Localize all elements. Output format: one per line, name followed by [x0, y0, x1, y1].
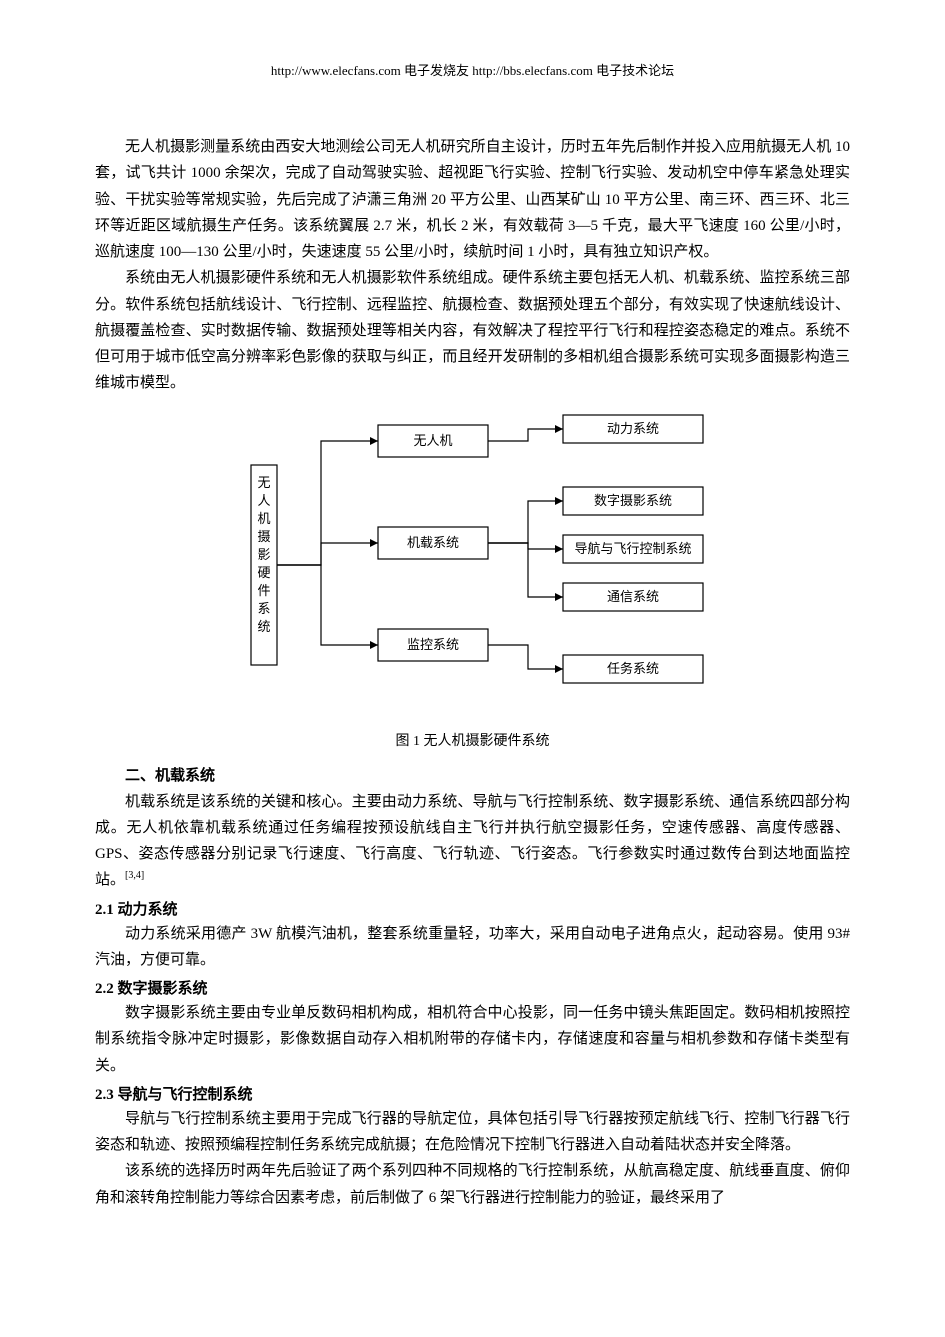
section-2-2-num: 2.2	[95, 981, 114, 997]
hardware-system-flowchart: 无人机摄影硬件系统 无人机机载系统监控系统 动力系统数字摄影系统导航与飞行控制系统通…	[233, 407, 713, 717]
svg-text:通信系统: 通信系统	[606, 588, 658, 603]
header-link-2-label: 电子技术论坛	[596, 63, 674, 78]
section-2-1-num: 2.1	[95, 902, 114, 918]
paragraph-2: 系统由无人机摄影硬件系统和无人机摄影软件系统组成。硬件系统主要包括无人机、机载系…	[95, 265, 850, 396]
section-2-1-label: 动力系统	[118, 902, 178, 918]
header-links: http://www.elecfans.com 电子发烧友 http://bbs…	[95, 60, 850, 79]
document-page: http://www.elecfans.com 电子发烧友 http://bbs…	[0, 0, 945, 1251]
header-link-2-url[interactable]: http://bbs.elecfans.com	[472, 63, 593, 78]
section-2-2-title: 2.2 数字摄影系统	[95, 977, 850, 998]
svg-text:机载系统: 机载系统	[406, 534, 458, 549]
section-2-3-body-1: 导航与飞行控制系统主要用于完成飞行器的导航定位，具体包括引导飞行器按预定航线飞行…	[95, 1106, 850, 1159]
section-2-2-body: 数字摄影系统主要由专业单反数码相机构成，相机符合中心投影，同一任务中镜头焦距固定…	[95, 1000, 850, 1079]
figure-1-diagram: 无人机摄影硬件系统 无人机机载系统监控系统 动力系统数字摄影系统导航与飞行控制系统通…	[233, 407, 713, 722]
section-2-2-label: 数字摄影系统	[118, 981, 208, 997]
svg-text:监控系统: 监控系统	[406, 636, 458, 651]
paragraph-1: 无人机摄影测量系统由西安大地测绘公司无人机研究所自主设计，历时五年先后制作并投入…	[95, 134, 850, 265]
svg-text:动力系统: 动力系统	[606, 420, 658, 435]
svg-text:任务系统: 任务系统	[606, 660, 658, 675]
section-2-3-title: 2.3 导航与飞行控制系统	[95, 1083, 850, 1104]
section-2-3-num: 2.3	[95, 1087, 114, 1103]
section-2-title: 二、机载系统	[95, 764, 850, 785]
header-link-1-url[interactable]: http://www.elecfans.com	[271, 63, 401, 78]
section-2-1-title: 2.1 动力系统	[95, 898, 850, 919]
svg-text:导航与飞行控制系统: 导航与飞行控制系统	[574, 540, 691, 555]
svg-text:数字摄影系统: 数字摄影系统	[593, 492, 671, 507]
paragraph-3: 机载系统是该系统的关键和核心。主要由动力系统、导航与飞行控制系统、数字摄影系统、…	[95, 789, 850, 894]
svg-text:无人机摄影硬件系统: 无人机摄影硬件系统	[257, 475, 270, 634]
paragraph-3-text: 机载系统是该系统的关键和核心。主要由动力系统、导航与飞行控制系统、数字摄影系统、…	[95, 794, 850, 889]
citation-3-4: [3,4]	[125, 870, 144, 881]
section-2-3-label: 导航与飞行控制系统	[118, 1087, 253, 1103]
svg-text:无人机: 无人机	[413, 432, 452, 447]
header-link-1-label: 电子发烧友	[404, 63, 469, 78]
figure-1-caption: 图 1 无人机摄影硬件系统	[95, 730, 850, 750]
section-2-3-body-2: 该系统的选择历时两年先后验证了两个系列四种不同规格的飞行控制系统，从航高稳定度、…	[95, 1158, 850, 1211]
section-2-1-body: 动力系统采用德产 3W 航模汽油机，整套系统重量轻，功率大，采用自动电子进角点火…	[95, 921, 850, 974]
